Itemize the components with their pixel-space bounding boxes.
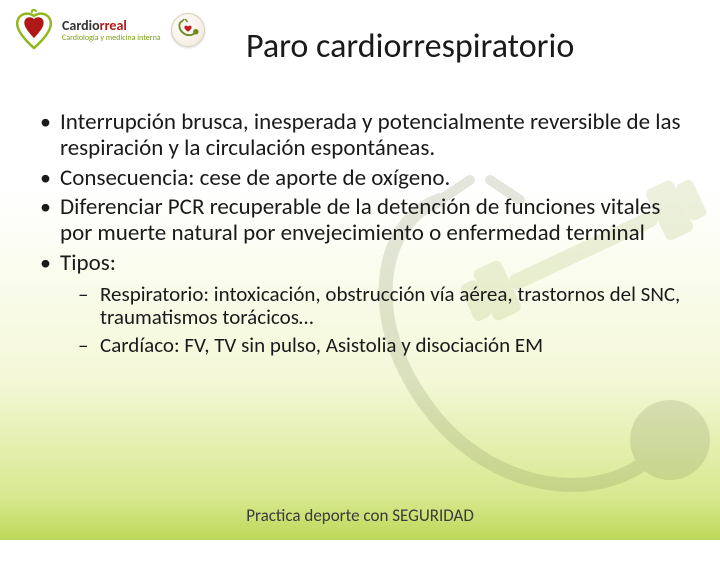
stethoscope-badge-icon [171,13,205,47]
brand-name-part1: Cardio [62,17,100,34]
bullet-4-label: Tipos: [60,249,116,277]
subbullet-2: Cardíaco: FV, TV sin pulso, Asistolia y … [60,334,684,358]
bullet-1: Interrupción brusca, inesperada y potenc… [36,110,684,162]
brand-name-part2: rreal [100,17,127,34]
brand-text: Cardiorreal Cardiología y medicina inter… [62,19,161,42]
subbullet-1: Respiratorio: intoxicación, obstrucción … [60,283,684,331]
bullet-3: Diferenciar PCR recuperable de la detenc… [36,195,684,247]
logo-heart-icon [12,8,56,52]
slide-footer: Practica deporte con SEGURIDAD [0,505,720,526]
slide-body: Interrupción brusca, inesperada y potenc… [36,110,684,362]
brand-subtitle: Cardiología y medicina interna [62,34,161,42]
brand-logo: Cardiorreal Cardiología y medicina inter… [12,8,205,52]
slide-title: Paro cardiorrespiratorio [246,26,574,67]
bullet-4: Tipos: Respiratorio: intoxicación, obstr… [36,251,684,359]
brand-name: Cardiorreal [62,19,161,33]
bullet-2: Consecuencia: cese de aporte de oxígeno. [36,166,684,192]
